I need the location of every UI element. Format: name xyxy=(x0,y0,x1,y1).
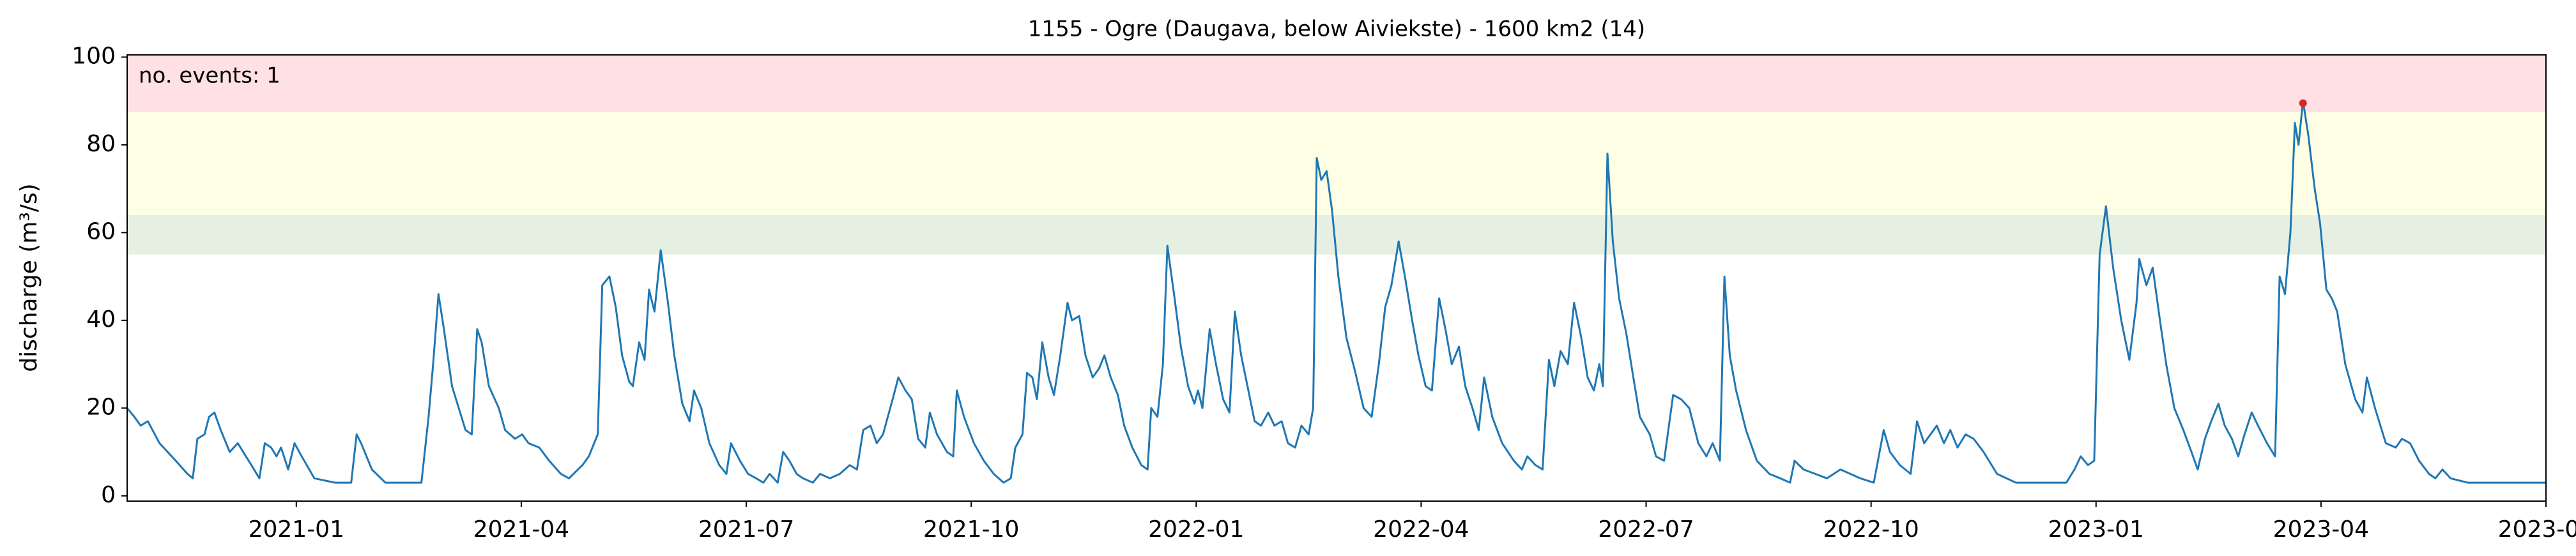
x-tick-label: 2022-07 xyxy=(1598,516,1694,543)
y-tick-label: 40 xyxy=(86,306,116,333)
x-tick-label: 2022-10 xyxy=(1823,516,1919,543)
x-tick-label: 2021-01 xyxy=(249,516,344,543)
event-count: no. events: 1 xyxy=(139,63,280,89)
plot-frame xyxy=(126,54,2547,502)
x-tick-label: 2021-10 xyxy=(923,516,1019,543)
x-tick-label: 2021-04 xyxy=(473,516,569,543)
x-tick-label: 2023-07 xyxy=(2498,516,2576,543)
x-tick-label: 2022-04 xyxy=(1373,516,1469,543)
y-tick-label: 0 xyxy=(101,482,116,508)
x-tick-label: 2021-07 xyxy=(698,516,794,543)
y-axis-label: discharge (m³/s) xyxy=(16,183,42,372)
x-tick-label: 2022-01 xyxy=(1148,516,1244,543)
y-tick-label: 100 xyxy=(72,43,116,69)
chart-title: 1155 - Ogre (Daugava, below Aiviekste) -… xyxy=(1028,17,1645,42)
y-tick-label: 60 xyxy=(86,218,116,244)
x-tick-label: 2023-04 xyxy=(2273,516,2369,543)
y-tick-label: 80 xyxy=(86,131,116,157)
threshold-band xyxy=(127,112,2546,215)
event-marker xyxy=(2299,99,2307,107)
discharge-line xyxy=(126,100,2546,484)
y-tick-label: 20 xyxy=(86,394,116,420)
x-tick-label: 2023-01 xyxy=(2048,516,2144,543)
threshold-band xyxy=(127,55,2546,112)
